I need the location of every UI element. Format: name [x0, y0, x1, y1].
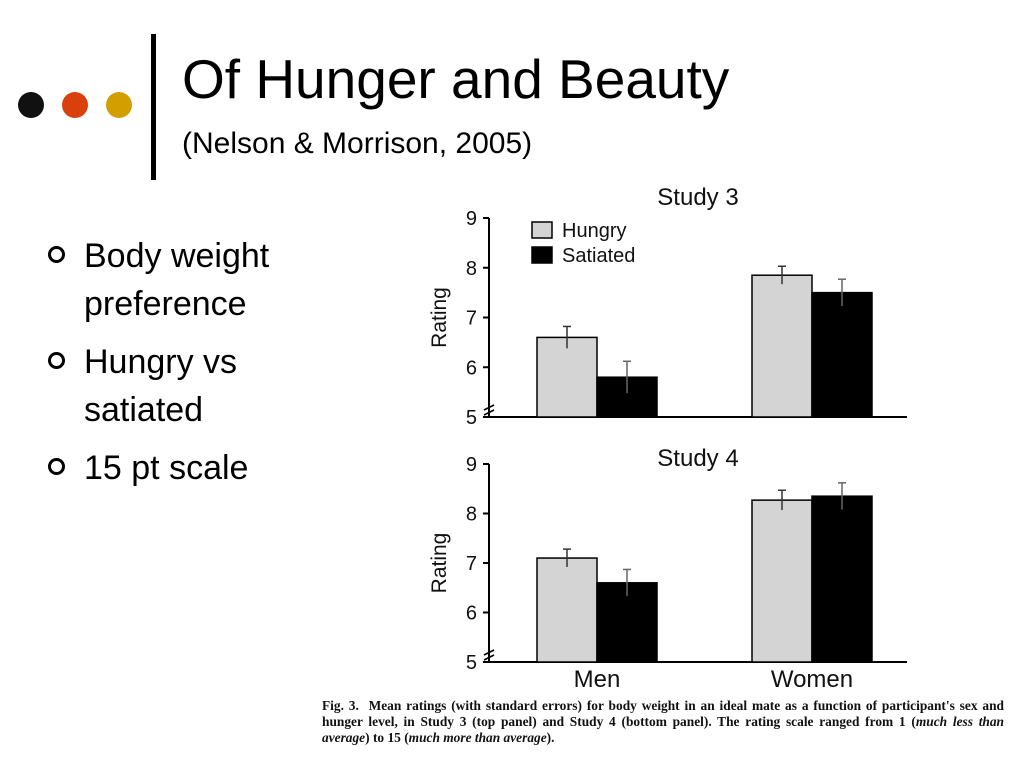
caption-text: ). [546, 730, 555, 745]
bar [536, 557, 598, 663]
y-tick-label: 8 [466, 504, 477, 526]
bullet-text: Body weight preference [84, 237, 270, 323]
y-tick-label: 9 [466, 208, 477, 230]
y-tick-label: 5 [466, 407, 477, 429]
axis-break-mark [483, 404, 495, 416]
y-tick-label: 7 [466, 553, 477, 575]
bullet-item: 15 pt scale [46, 444, 364, 492]
slide-subtitle: (Nelson & Morrison, 2005) [182, 127, 533, 160]
bar [811, 291, 873, 418]
bar-chart-figure: Study 3 5 6 7 8 9 Rating Hungry Satiated Study 4 5… [428, 184, 907, 693]
y-tick-label: 9 [466, 454, 477, 476]
y-tick-label: 5 [466, 652, 477, 674]
y-tick-label: 6 [466, 357, 477, 379]
x-category-label: Women [771, 666, 853, 693]
bar [751, 499, 813, 663]
accent-dot-gold [106, 92, 132, 118]
chart-panel: Study 3 5 6 7 8 9 Rating Hungry Satiated [428, 184, 907, 429]
y-axis-label: Rating [428, 287, 451, 348]
chart-title: Study 3 [657, 184, 738, 211]
bullet-item: Hungry vs satiated [46, 338, 364, 434]
bar [536, 336, 598, 418]
bullet-ring-icon [48, 458, 65, 475]
bullet-ring-icon [48, 352, 65, 369]
slide-title: Of Hunger and Beauty [182, 48, 730, 110]
legend-label: Satiated [562, 245, 635, 267]
accent-dot-red [62, 92, 88, 118]
legend-swatch [531, 246, 553, 264]
y-axis-label: Rating [428, 533, 451, 594]
bar [751, 274, 813, 418]
accent-dot-black [18, 92, 44, 118]
y-tick-label: 6 [466, 603, 477, 625]
bar [811, 495, 873, 663]
bullet-item: Body weight preference [46, 232, 364, 328]
bullet-text: Hungry vs satiated [84, 343, 238, 429]
caption-emphasis: much more than average [408, 730, 547, 745]
title-divider [151, 34, 156, 180]
caption-fig-label: Fig. 3. [322, 698, 359, 713]
chart-title: Study 4 [657, 445, 738, 472]
bullet-list: Body weight preference Hungry vs satiate… [46, 232, 364, 502]
y-tick-label: 7 [466, 308, 477, 330]
bullet-ring-icon [48, 246, 65, 263]
legend-label: Hungry [562, 220, 626, 242]
axis-break-mark [483, 649, 495, 661]
accent-dots [18, 92, 132, 118]
x-category-label: Men [574, 666, 621, 693]
chart-panel: Study 4 5 6 7 8 9 Rating Men Women [428, 445, 907, 693]
caption-text: ) to 15 ( [365, 730, 409, 745]
caption-emphasis: much less than average [322, 714, 1004, 745]
legend-swatch [531, 221, 553, 239]
caption-text: Mean ratings (with standard errors) for … [322, 698, 1004, 729]
figure-caption: Fig. 3. Mean ratings (with standard erro… [322, 698, 1004, 746]
y-tick-label: 8 [466, 258, 477, 280]
bullet-text: 15 pt scale [84, 449, 249, 487]
